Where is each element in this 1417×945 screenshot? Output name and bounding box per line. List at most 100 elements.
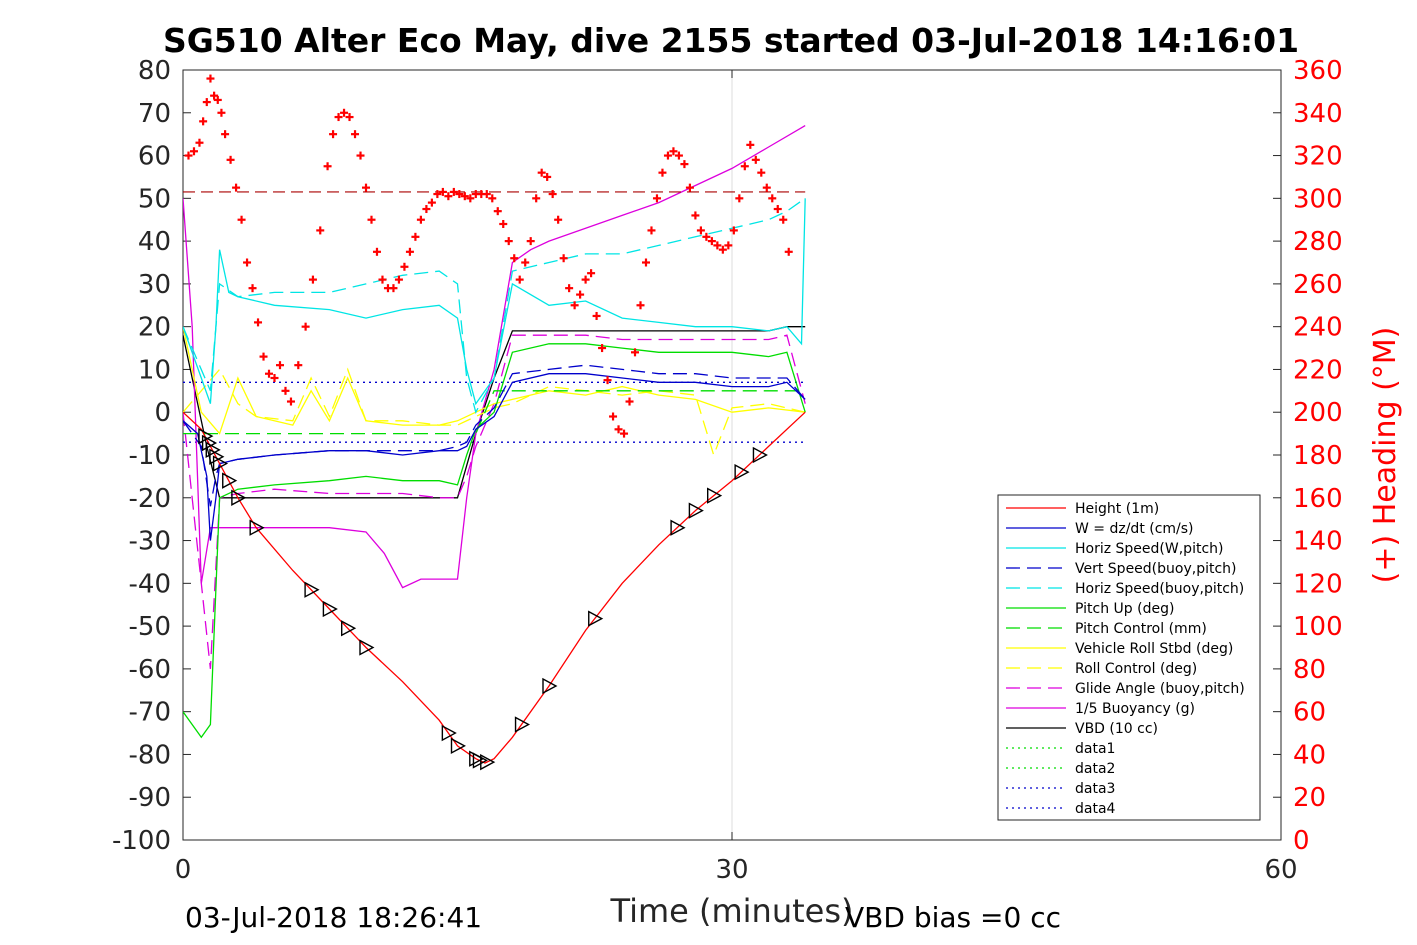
series-line-horiz-speed-buoy-pitch bbox=[183, 197, 806, 414]
heading-point bbox=[779, 215, 788, 224]
height-marker bbox=[209, 448, 225, 465]
height-marker bbox=[514, 716, 531, 733]
right-tick-label: 320 bbox=[1293, 142, 1343, 172]
series-line-pitch-up-deg bbox=[183, 343, 806, 739]
left-tick-label: -100 bbox=[112, 826, 171, 856]
heading-point bbox=[422, 205, 431, 214]
legend-label: Vert Speed(buoy,pitch) bbox=[1075, 561, 1237, 577]
right-tick-label: 180 bbox=[1293, 441, 1343, 471]
bottom-tick-label: 30 bbox=[715, 855, 748, 885]
heading-point bbox=[658, 168, 667, 177]
heading-point bbox=[647, 226, 656, 235]
left-tick-label: 50 bbox=[138, 184, 171, 214]
heading-point bbox=[323, 162, 332, 171]
heading-point bbox=[301, 322, 310, 331]
left-tick-label: -70 bbox=[129, 698, 171, 728]
heading-point bbox=[394, 275, 403, 284]
heading-point bbox=[510, 254, 519, 263]
height-marker bbox=[472, 752, 488, 769]
heading-point bbox=[603, 376, 612, 385]
left-tick-label: -40 bbox=[129, 569, 171, 599]
heading-point bbox=[254, 318, 263, 327]
legend-label: Roll Control (deg) bbox=[1075, 661, 1197, 677]
height-marker bbox=[304, 581, 320, 598]
heading-point bbox=[740, 162, 749, 171]
heading-point bbox=[620, 429, 629, 438]
left-tick-label: 70 bbox=[138, 99, 171, 129]
height-marker bbox=[205, 441, 221, 459]
height-marker bbox=[588, 610, 604, 627]
legend-box bbox=[997, 494, 1261, 821]
heading-point bbox=[232, 183, 241, 192]
heading-point bbox=[184, 151, 193, 160]
heading-point bbox=[294, 361, 303, 370]
heading-point bbox=[362, 183, 370, 192]
heading-point bbox=[565, 284, 574, 293]
left-tick-label: -20 bbox=[129, 484, 171, 514]
heading-point bbox=[221, 130, 230, 139]
heading-point bbox=[438, 187, 447, 196]
heading-point bbox=[636, 301, 645, 310]
heading-point bbox=[217, 108, 226, 117]
heading-point bbox=[334, 113, 343, 122]
heading-point bbox=[652, 194, 661, 203]
right-tick-label: 340 bbox=[1293, 99, 1343, 129]
heading-point bbox=[598, 344, 607, 353]
heading-point bbox=[773, 205, 782, 214]
heading-point bbox=[757, 168, 766, 177]
heading-point bbox=[735, 194, 744, 203]
heading-point bbox=[265, 369, 274, 378]
series-line-vehicle-roll-stbd-deg bbox=[183, 326, 806, 435]
heading-point bbox=[286, 397, 295, 406]
left-axis-ticks: 80 70 60 50 40 30 20 10 0 -10 -20 -30 -40 -50 -60 -70 -8… bbox=[112, 56, 191, 856]
heading-point bbox=[713, 241, 722, 250]
legend-label: Horiz Speed(W,pitch) bbox=[1075, 541, 1223, 557]
height-marker bbox=[734, 463, 750, 481]
right-tick-label: 0 bbox=[1293, 826, 1310, 856]
bottom-tick-label: 0 bbox=[175, 855, 192, 885]
heading-point bbox=[762, 183, 771, 192]
height-markers bbox=[198, 428, 768, 771]
heading-point bbox=[455, 190, 464, 199]
heading-point bbox=[202, 98, 211, 107]
legend: Height (1m) W = dz/dt (cm/s) Horiz Speed(W… bbox=[997, 494, 1261, 821]
legend-label: data4 bbox=[1075, 801, 1116, 817]
heading-point bbox=[696, 226, 705, 235]
height-marker bbox=[441, 724, 457, 742]
heading-point bbox=[663, 151, 672, 160]
heading-point bbox=[587, 269, 596, 278]
height-marker bbox=[322, 600, 338, 618]
left-tick-label: 80 bbox=[138, 56, 171, 86]
heading-point bbox=[206, 74, 215, 83]
right-tick-label: 140 bbox=[1293, 527, 1343, 557]
heading-point bbox=[674, 151, 683, 160]
height-marker bbox=[542, 677, 558, 695]
legend-label: VBD (10 cc) bbox=[1075, 721, 1158, 737]
heading-point bbox=[378, 275, 387, 284]
right-axis-label: (+) Heading (°M) bbox=[1368, 327, 1403, 584]
left-tick-label: -90 bbox=[129, 783, 171, 813]
legend-label: Pitch Up (deg) bbox=[1075, 601, 1174, 617]
heading-point bbox=[784, 247, 793, 256]
left-tick-label: -60 bbox=[129, 655, 171, 685]
left-tick-label: -10 bbox=[129, 441, 171, 471]
legend-label: Pitch Control (mm) bbox=[1075, 621, 1207, 637]
footer-vbd-bias: VBD bias =0 cc bbox=[845, 901, 1061, 934]
heading-point bbox=[444, 192, 453, 201]
series-line-1-5-buoyancy-g bbox=[183, 125, 806, 589]
heading-layer bbox=[183, 74, 806, 438]
legend-label: 1/5 Buoyancy (g) bbox=[1075, 701, 1195, 717]
height-marker bbox=[198, 428, 214, 445]
heading-point bbox=[195, 138, 204, 147]
height-marker bbox=[670, 519, 686, 536]
heading-point bbox=[226, 155, 235, 164]
right-tick-label: 100 bbox=[1293, 612, 1343, 642]
left-tick-label: -80 bbox=[129, 740, 171, 770]
height-marker bbox=[249, 519, 265, 536]
heading-point bbox=[351, 130, 360, 139]
right-tick-label: 300 bbox=[1293, 184, 1343, 214]
heading-point bbox=[537, 168, 546, 177]
heading-point bbox=[199, 117, 208, 126]
height-marker bbox=[707, 487, 723, 504]
